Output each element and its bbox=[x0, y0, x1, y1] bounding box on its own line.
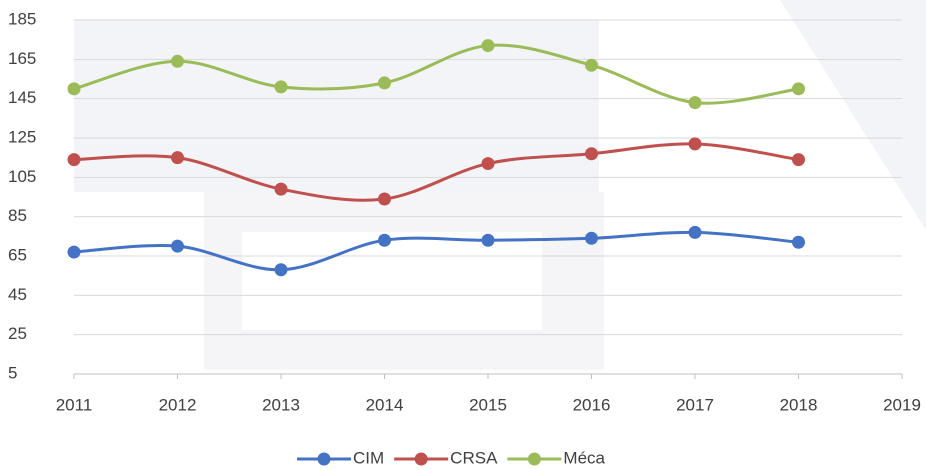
data-point bbox=[67, 153, 81, 167]
data-point bbox=[585, 231, 598, 245]
legend-label: CRSA bbox=[450, 448, 498, 467]
y-tick-label: 185 bbox=[8, 9, 36, 28]
data-point bbox=[481, 157, 495, 171]
data-point bbox=[274, 263, 288, 277]
data-point bbox=[688, 225, 702, 239]
data-point bbox=[274, 182, 288, 196]
x-tick-label: 2014 bbox=[366, 395, 404, 414]
y-tick-label: 65 bbox=[8, 245, 27, 264]
data-point bbox=[171, 54, 184, 68]
y-tick-label: 145 bbox=[8, 88, 36, 107]
data-point bbox=[688, 137, 702, 151]
data-point bbox=[171, 151, 184, 165]
background-decoration bbox=[74, 0, 926, 370]
data-point bbox=[585, 58, 598, 72]
data-point bbox=[688, 96, 702, 110]
data-point bbox=[378, 192, 391, 206]
legend-label: CIM bbox=[353, 448, 384, 467]
data-point bbox=[378, 233, 391, 247]
x-tick-label: 2011 bbox=[56, 395, 93, 414]
data-point bbox=[481, 233, 495, 247]
legend-label: Méca bbox=[563, 448, 605, 467]
data-point bbox=[274, 80, 288, 94]
x-tick-label: 2015 bbox=[469, 395, 507, 414]
y-tick-label: 5 bbox=[8, 363, 17, 382]
series-line bbox=[73, 142, 799, 202]
data-point bbox=[171, 239, 184, 253]
data-point bbox=[792, 82, 805, 96]
x-tick-label: 2017 bbox=[676, 395, 714, 414]
y-tick-label: 45 bbox=[8, 285, 27, 304]
x-tick-label: 2012 bbox=[159, 395, 197, 414]
series-line bbox=[73, 230, 799, 272]
y-tick-label: 25 bbox=[8, 324, 27, 343]
y-tick-label: 85 bbox=[8, 206, 27, 225]
x-tick-label: 2013 bbox=[262, 395, 300, 414]
y-tick-label: 165 bbox=[8, 49, 36, 68]
series-line bbox=[73, 43, 799, 105]
x-tick-label: 2018 bbox=[780, 395, 818, 414]
y-tick-label: 125 bbox=[8, 127, 36, 146]
data-point bbox=[585, 147, 598, 161]
data-point bbox=[481, 39, 495, 53]
y-tick-label: 105 bbox=[8, 167, 36, 186]
data-point bbox=[67, 82, 81, 96]
legend-marker bbox=[317, 452, 331, 466]
data-point bbox=[67, 245, 81, 259]
data-point bbox=[792, 235, 805, 249]
legend-marker bbox=[414, 452, 428, 466]
data-point bbox=[378, 76, 391, 90]
data-point bbox=[792, 153, 805, 167]
x-tick-label: 2019 bbox=[883, 395, 921, 414]
legend-marker bbox=[527, 452, 541, 466]
x-tick-label: 2016 bbox=[573, 395, 611, 414]
